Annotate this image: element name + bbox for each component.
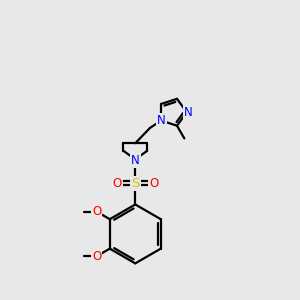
Text: N: N	[157, 114, 166, 127]
Text: O: O	[112, 177, 122, 190]
Text: N: N	[131, 154, 140, 167]
Text: N: N	[184, 106, 192, 119]
Text: O: O	[92, 250, 101, 263]
Text: S: S	[131, 177, 140, 190]
Text: O: O	[149, 177, 158, 190]
Text: O: O	[92, 205, 101, 218]
